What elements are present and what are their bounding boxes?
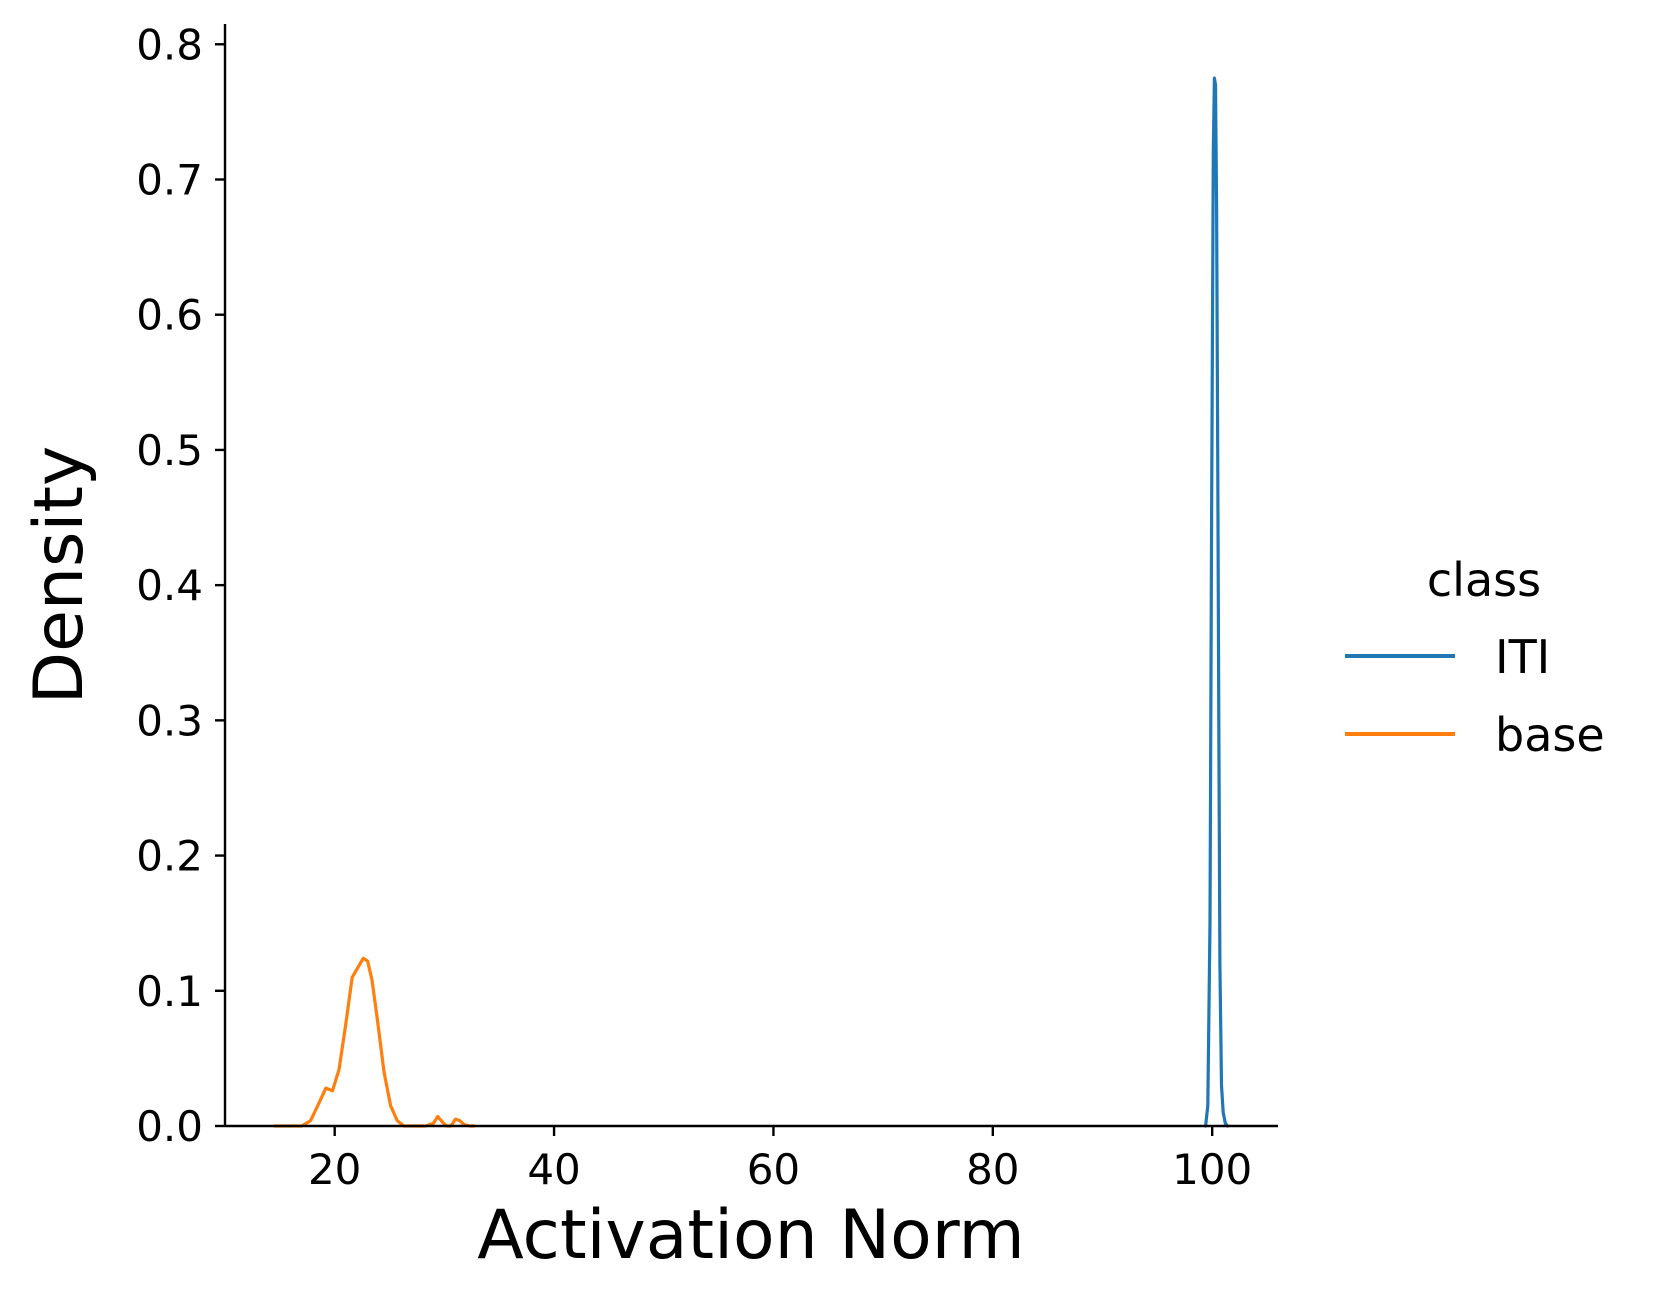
y-tick-label: 0.3 (136, 696, 203, 745)
x-axis-title: Activation Norm (477, 1196, 1025, 1275)
x-tick-label: 80 (966, 1145, 1019, 1194)
series-layer (272, 76, 1230, 1128)
series-line-iti (1203, 76, 1230, 1128)
x-tick-label: 20 (308, 1145, 361, 1194)
y-tick-label: 0.4 (136, 561, 203, 610)
y-tick-label: 0.6 (136, 291, 203, 340)
y-tick-label: 0.8 (136, 20, 203, 69)
y-axis-title: Density (20, 446, 99, 705)
x-ticks: 20 40 60 80 100 (308, 1126, 1252, 1194)
legend: class ITI base (1345, 553, 1605, 762)
y-tick-label: 0.0 (136, 1102, 203, 1151)
x-tick-label: 100 (1172, 1145, 1252, 1194)
y-ticks: 0.0 0.1 0.2 0.3 0.4 0.5 0.6 0.7 0.8 (136, 20, 225, 1151)
legend-title: class (1427, 553, 1541, 607)
legend-label-iti: ITI (1495, 630, 1550, 684)
y-tick-label: 0.5 (136, 426, 203, 475)
y-tick-label: 0.7 (136, 155, 203, 204)
y-tick-label: 0.2 (136, 832, 203, 881)
y-tick-label: 0.1 (136, 967, 203, 1016)
legend-label-base: base (1495, 708, 1605, 762)
x-tick-label: 60 (747, 1145, 800, 1194)
x-tick-label: 40 (527, 1145, 580, 1194)
series-line-base (272, 956, 476, 1128)
